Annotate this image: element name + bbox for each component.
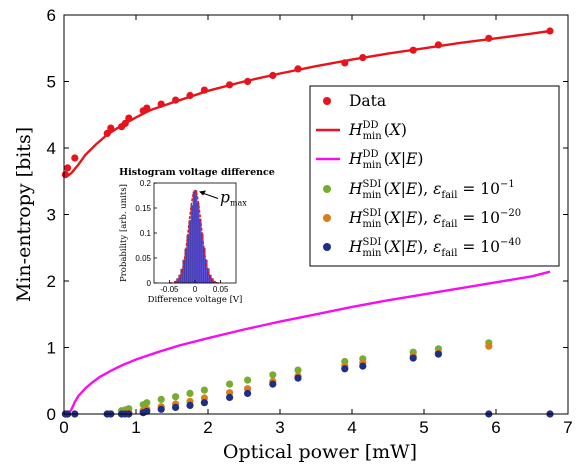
inset-y-tick-label: 0.05 [135,254,151,263]
series-0-point [434,41,442,49]
series-0-point [61,171,69,179]
legend: Data HDD min (X) HDD min (X|E) HSDI min (X|E), εf… [309,85,560,267]
series-5-point [434,350,442,358]
y-tick-label: 1 [47,339,56,358]
series-5-point [341,365,349,373]
legend-label-2: HDD min (X|E) [348,149,423,171]
x-tick-label: 2 [203,418,212,437]
series-line-2 [66,270,551,415]
y-tick-label: 4 [47,139,56,158]
series-5-point [269,380,277,388]
series-0-point [103,129,111,137]
series-3-point [226,380,234,388]
series-5-point [409,354,417,362]
legend-swatch-point-5 [323,243,331,251]
series-3-point [157,395,165,403]
series-0-point [546,27,554,35]
series-3-point [244,376,252,384]
series-0-point [186,91,194,100]
series-0-point [157,100,165,108]
x-tick-label: 3 [275,418,284,437]
inset-y-axis-label: Probability [arb. units] [119,184,129,282]
y-axis-label: Min-entropy [bits] [13,127,35,302]
legend-swatch-point-3 [323,185,331,193]
series-0-point [359,54,367,62]
series-0-point [125,114,133,122]
inset-y-tick-label: 0.1 [140,229,152,238]
inset-bar [190,205,194,284]
series-3-point [200,386,208,394]
y-tick-label: 5 [47,73,56,92]
series-5-point [294,374,302,382]
series-0-point [143,104,151,112]
inset-x-tick-label: -0.05 [160,285,179,294]
series-3-point [172,393,180,401]
inset-bar [192,191,196,284]
y-tick-label: 3 [47,206,56,225]
series-0-point [409,46,417,54]
inset-x-axis-label: Difference voltage [V] [148,295,243,305]
series-4-point [485,342,493,350]
series-5-point [226,393,234,401]
legend-swatch-point-4 [323,214,331,222]
x-tick-label: 0 [59,418,68,437]
series-0-point [269,71,277,80]
inset-bar [194,190,198,284]
y-tick-label: 0 [47,405,56,424]
series-3-point [186,389,194,397]
x-tick-label: 5 [419,418,428,437]
legend-box [309,85,560,267]
legend-label-1: HDD min (X) [348,120,407,142]
inset-title: Histogram voltage difference [119,167,275,178]
x-tick-label: 4 [347,418,356,437]
inset-bar [198,218,202,284]
series-0-point [200,86,208,94]
x-tick-label: 6 [491,418,500,437]
inset-x-tick-label: 0.05 [213,285,229,294]
inset-y-tick-label: 0.2 [140,179,152,188]
legend-swatch-point-0 [323,97,331,105]
series-0-point [485,34,493,42]
inset-bar [196,202,200,284]
series-0-point [341,59,349,67]
inset-histogram: -0.05 0 0.05 0 0.05 0.1 0.15 0.2 Difference volt… [119,167,275,305]
series-3-point [143,399,151,407]
series-0-point [244,77,252,86]
series-0-point [226,81,234,89]
series-5-point [157,405,165,413]
series-5-point [172,403,180,411]
series-0-point [107,124,115,132]
series-5-point [244,389,252,397]
series-3-point [269,371,277,379]
inset-bar [188,220,192,284]
series-0-point [64,164,72,172]
legend-label-4: HSDI min (X|E), εfail = 10−20 [348,208,521,230]
x-tick-label: 7 [563,418,572,437]
y-tick-label: 2 [47,272,56,291]
inset-annotation-pmax: pmax [220,189,247,208]
series-5-point [200,399,208,407]
legend-label-5: HSDI min (X|E), εfail = 10−40 [348,237,521,259]
series-0-point [294,65,302,73]
series-5-point [143,407,151,415]
inset-gaussian-fit [169,189,221,284]
legend-label-0: Data [349,92,386,110]
x-tick-label: 1 [131,418,140,437]
series-5-point [186,401,194,409]
series-0-point [172,96,180,104]
inset-bar [186,235,190,284]
y-tick-label: 6 [47,6,56,25]
series-0-point [121,119,129,127]
x-axis-label: Optical power [mW] [223,441,417,463]
inset-annotation-arrow-head [199,190,207,196]
inset-y-tick-label: 0.15 [135,204,151,213]
inset-x-tick-label: 0 [193,285,198,294]
series-3-point [294,366,302,374]
inset-bar [202,247,206,284]
inset-y-tick-label: 0 [147,279,152,288]
series-5-point [359,362,367,370]
series-0-point [71,154,79,162]
legend-label-3: HSDI min (X|E), εfail = 10−1 [348,179,515,201]
